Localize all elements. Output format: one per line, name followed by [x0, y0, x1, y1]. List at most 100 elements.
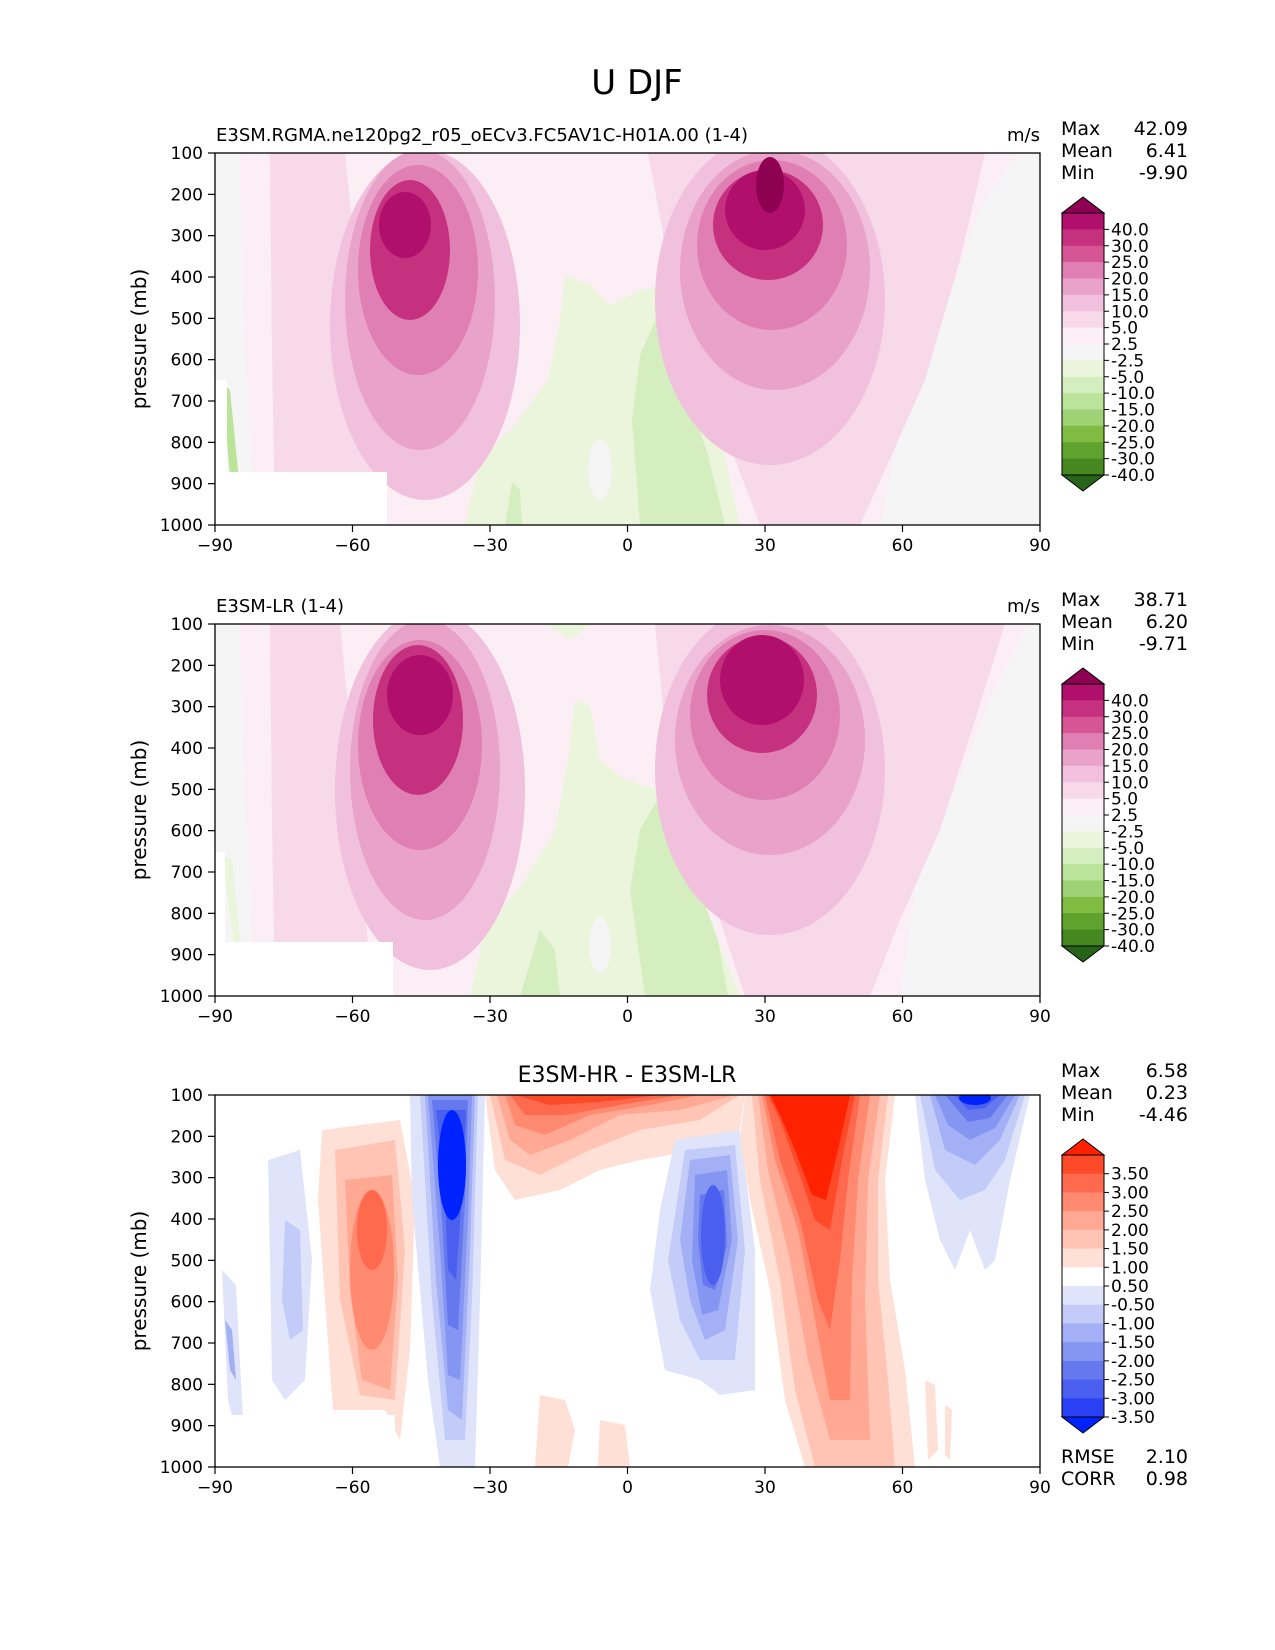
stat-value: 6.58	[1146, 1060, 1188, 1082]
x-tick-label: 30	[754, 536, 776, 556]
contour-band-pos05	[945, 1405, 952, 1460]
stat-label: Mean	[1061, 611, 1113, 633]
colorbar-tick-label: 20.0	[1111, 270, 1149, 290]
colorbar-tick-label: -25.0	[1111, 904, 1155, 924]
colorbar-segment	[1062, 1398, 1104, 1418]
colorbar-segment	[1062, 376, 1104, 394]
y-tick-label: 500	[171, 309, 203, 329]
colorbar-segment	[1062, 1286, 1104, 1306]
panel-reference: E3SM-LR (1-4) m/s −90−	[127, 589, 1188, 1027]
panel-title-left: E3SM.RGMA.ne120pg2_r05_oECv3.FC5AV1C-H01…	[216, 125, 748, 146]
y-tick-label: 400	[171, 739, 203, 759]
y-axis-label: pressure (mb)	[127, 269, 151, 410]
colorbar-tick-label: -40.0	[1111, 466, 1155, 486]
stat-label: Max	[1061, 589, 1100, 611]
y-tick-label: 600	[171, 351, 203, 371]
stat-label: CORR	[1061, 1468, 1116, 1490]
stat-value: 0.23	[1146, 1082, 1188, 1104]
colorbar-tick-label: -15.0	[1111, 401, 1155, 421]
x-tick-label: 60	[892, 536, 914, 556]
stat-label: Min	[1061, 633, 1095, 655]
colorbar-segment	[1062, 425, 1104, 443]
colorbar-tick-label: 15.0	[1111, 757, 1149, 777]
x-tick-label: 30	[754, 1007, 776, 1027]
colorbar-tick-label: 0.50	[1111, 1277, 1149, 1297]
colorbar-tick-label: -30.0	[1111, 921, 1155, 941]
colorbar-extend-max	[1060, 667, 1106, 685]
colorbar-segment	[1062, 1155, 1104, 1175]
panel-title-center: E3SM-HR - E3SM-LR	[518, 1063, 737, 1088]
colorbar-extend-min	[1060, 1416, 1106, 1434]
y-tick-label: 600	[171, 1293, 203, 1313]
stat-value: 6.20	[1146, 611, 1188, 633]
colorbar-segment	[1062, 278, 1104, 296]
colorbar-tick-label: -3.50	[1111, 1408, 1155, 1428]
colorbar-tick-label: 30.0	[1111, 708, 1149, 728]
masked-region	[215, 380, 227, 480]
x-tick-label: 0	[622, 1478, 633, 1498]
colorbar-segment	[1062, 700, 1104, 718]
contour-band-pos35	[720, 635, 804, 725]
figure-title: U DJF	[591, 63, 682, 103]
stat-value: 42.09	[1134, 118, 1188, 140]
colorbar-segment	[1062, 1304, 1104, 1324]
colorbar-tick-label: 10.0	[1111, 302, 1149, 322]
colorbar-tick-label: -1.50	[1111, 1333, 1155, 1353]
axis-ticks: −90 −60 −30 0 30 60 90 100 200 300 400 500 600 700 800…	[160, 144, 1051, 556]
colorbar-segment	[1062, 229, 1104, 247]
contour-field	[215, 1095, 1040, 1467]
y-tick-label: 600	[171, 822, 203, 842]
colorbar-segment	[1062, 245, 1104, 263]
y-tick-label: 900	[171, 475, 203, 495]
colorbar-tick-label: -40.0	[1111, 937, 1155, 957]
colorbar-segment	[1062, 749, 1104, 767]
y-tick-label: 1000	[160, 1458, 203, 1478]
contour-band-neg10	[282, 1220, 303, 1340]
stat-label: Mean	[1061, 140, 1113, 162]
colorbar-tick-label: -5.0	[1111, 839, 1144, 859]
contour-field	[215, 624, 1040, 996]
y-tick-label: 100	[171, 144, 203, 164]
colorbar-tick-label: -15.0	[1111, 872, 1155, 892]
colorbar-tick-label: -3.00	[1111, 1389, 1155, 1409]
colorbar-segment	[1062, 409, 1104, 427]
x-tick-label: 0	[622, 536, 633, 556]
y-tick-label: 400	[171, 268, 203, 288]
colorbar-tick-label: 40.0	[1111, 220, 1149, 240]
y-tick-label: 200	[171, 656, 203, 676]
colorbar-segment	[1062, 262, 1104, 279]
contour-band-neg2	[545, 624, 590, 640]
colorbar-tick-label: 30.0	[1111, 237, 1149, 257]
colorbar-tick-label: -2.50	[1111, 1371, 1155, 1391]
colorbar-segment	[1062, 360, 1104, 378]
colorbar-tick-label: 2.5	[1111, 335, 1138, 355]
colorbar-segment	[1062, 733, 1104, 750]
colorbar-segment	[1062, 913, 1104, 931]
y-tick-label: 700	[171, 392, 203, 412]
contour-band-neg35	[438, 1110, 466, 1220]
colorbar-tick-label: 10.0	[1111, 773, 1149, 793]
y-tick-label: 300	[171, 698, 203, 718]
colorbar-tick-label: -0.50	[1111, 1296, 1155, 1316]
contour-band-neg2	[589, 917, 611, 973]
colorbar-tick-label: 5.0	[1111, 319, 1138, 339]
colorbar-segment	[1062, 327, 1104, 345]
x-tick-label: 30	[754, 1478, 776, 1498]
units-label: m/s	[1007, 125, 1040, 146]
x-tick-label: −60	[335, 1478, 371, 1498]
colorbar-tick-label: 5.0	[1111, 790, 1138, 810]
contour-band-neg2	[588, 440, 612, 500]
axis-ticks: −90 −60 −30 0 30 60 90 100 200 300 400 500 600 700 800…	[160, 615, 1051, 1027]
panel-difference: E3SM-HR - E3SM-LR	[127, 1060, 1188, 1498]
x-tick-label: −60	[335, 536, 371, 556]
y-tick-label: 800	[171, 904, 203, 924]
y-tick-label: 700	[171, 1334, 203, 1354]
colorbar-tick-label: -20.0	[1111, 888, 1155, 908]
colorbar-segment	[1062, 765, 1104, 783]
stat-value: -9.71	[1139, 633, 1188, 655]
y-tick-label: 1000	[160, 516, 203, 536]
stat-label: Min	[1061, 1104, 1095, 1126]
colorbar: 40.030.025.020.015.010.05.02.5-2.5-5.0-1…	[1060, 667, 1155, 963]
y-tick-label: 300	[171, 227, 203, 247]
